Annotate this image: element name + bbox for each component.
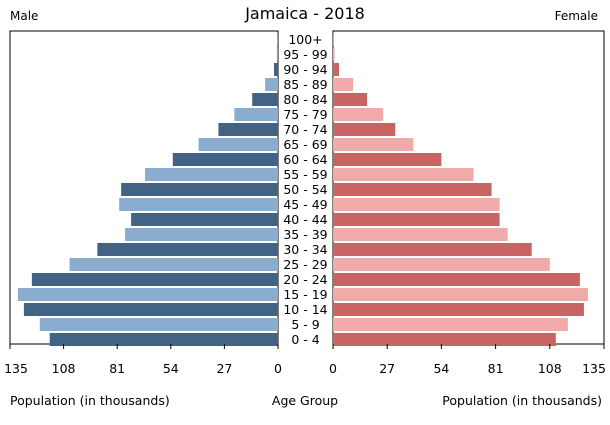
female-bar: [333, 213, 500, 226]
female-bar: [333, 183, 492, 196]
age-group-label: 85 - 89: [283, 77, 327, 92]
male-x-tick-label: 27: [216, 361, 232, 376]
female-bar: [333, 273, 580, 286]
female-bar: [333, 93, 368, 106]
age-group-label: 5 - 9: [291, 317, 319, 332]
age-group-label: 90 - 94: [283, 62, 327, 77]
female-bar: [333, 303, 584, 316]
female-x-tick-label: 81: [488, 361, 504, 376]
female-axis-label: Population (in thousands): [442, 393, 602, 408]
age-group-label: 65 - 69: [283, 137, 327, 152]
male-bar: [144, 168, 278, 181]
female-bar: [333, 138, 414, 151]
female-bar: [333, 63, 340, 76]
age-group-label: 0 - 4: [291, 332, 319, 347]
age-group-label: 10 - 14: [283, 302, 327, 317]
female-bar: [333, 48, 335, 61]
male-bar: [97, 243, 278, 256]
male-bar: [276, 48, 278, 61]
male-bar: [17, 288, 279, 301]
axis-ticks: 135 108 81 54 27 0 0 27 54 81 108 135: [4, 344, 606, 376]
age-group-label: 50 - 54: [283, 182, 327, 197]
age-group-label: 40 - 44: [283, 212, 327, 227]
age-group-label: 95 - 99: [283, 47, 327, 62]
age-group-label: 75 - 79: [283, 107, 327, 122]
age-group-label: 25 - 29: [283, 257, 327, 272]
male-bar: [119, 198, 279, 211]
male-bar: [265, 78, 278, 91]
female-bar: [333, 333, 556, 346]
male-x-tick-label: 108: [52, 361, 76, 376]
female-bar: [333, 108, 384, 121]
male-bar: [172, 153, 278, 166]
male-bars: [17, 33, 279, 346]
female-bar: [333, 258, 550, 271]
female-x-tick-label: 108: [538, 361, 562, 376]
male-bar: [218, 123, 278, 136]
male-bar: [252, 93, 278, 106]
male-bar: [125, 228, 278, 241]
age-group-label: 30 - 34: [283, 242, 327, 257]
male-bar: [23, 303, 278, 316]
male-x-tick-label: 135: [4, 361, 28, 376]
female-bar: [333, 288, 588, 301]
age-group-label: 70 - 74: [283, 122, 327, 137]
female-bar: [333, 198, 500, 211]
female-bar: [333, 168, 474, 181]
female-bar: [333, 318, 568, 331]
female-x-tick-label: 54: [433, 361, 449, 376]
male-bar: [121, 183, 278, 196]
chart-title: Jamaica - 2018: [245, 4, 365, 23]
female-bar: [333, 228, 508, 241]
male-bar: [274, 63, 278, 76]
age-group-label: 80 - 84: [283, 92, 327, 107]
male-x-tick-label: 0: [274, 361, 282, 376]
male-bar: [277, 33, 278, 46]
age-group-label: 60 - 64: [283, 152, 327, 167]
male-bar: [198, 138, 278, 151]
female-label: Female: [554, 9, 598, 23]
male-bar: [31, 273, 278, 286]
male-label: Male: [10, 9, 39, 23]
male-x-tick-label: 81: [109, 361, 125, 376]
female-bar: [333, 123, 396, 136]
male-bar: [49, 333, 278, 346]
female-bars: [333, 33, 588, 346]
male-bar: [69, 258, 278, 271]
age-group-axis-label: Age Group: [271, 393, 339, 408]
female-bar: [333, 243, 532, 256]
male-x-tick-label: 54: [163, 361, 179, 376]
age-group-label: 100+: [288, 32, 322, 47]
female-x-tick-label: 135: [582, 361, 606, 376]
male-bar: [234, 108, 278, 121]
age-group-label: 15 - 19: [283, 287, 327, 302]
age-group-label: 45 - 49: [283, 197, 327, 212]
female-x-tick-label: 0: [329, 361, 337, 376]
female-bar: [333, 153, 442, 166]
female-x-tick-label: 27: [379, 361, 395, 376]
age-group-label: 20 - 24: [283, 272, 327, 287]
age-group-label: 55 - 59: [283, 167, 327, 182]
male-axis-label: Population (in thousands): [10, 393, 170, 408]
male-bar: [131, 213, 278, 226]
male-bar: [39, 318, 279, 331]
age-group-label: 35 - 39: [283, 227, 327, 242]
female-bar: [333, 78, 354, 91]
